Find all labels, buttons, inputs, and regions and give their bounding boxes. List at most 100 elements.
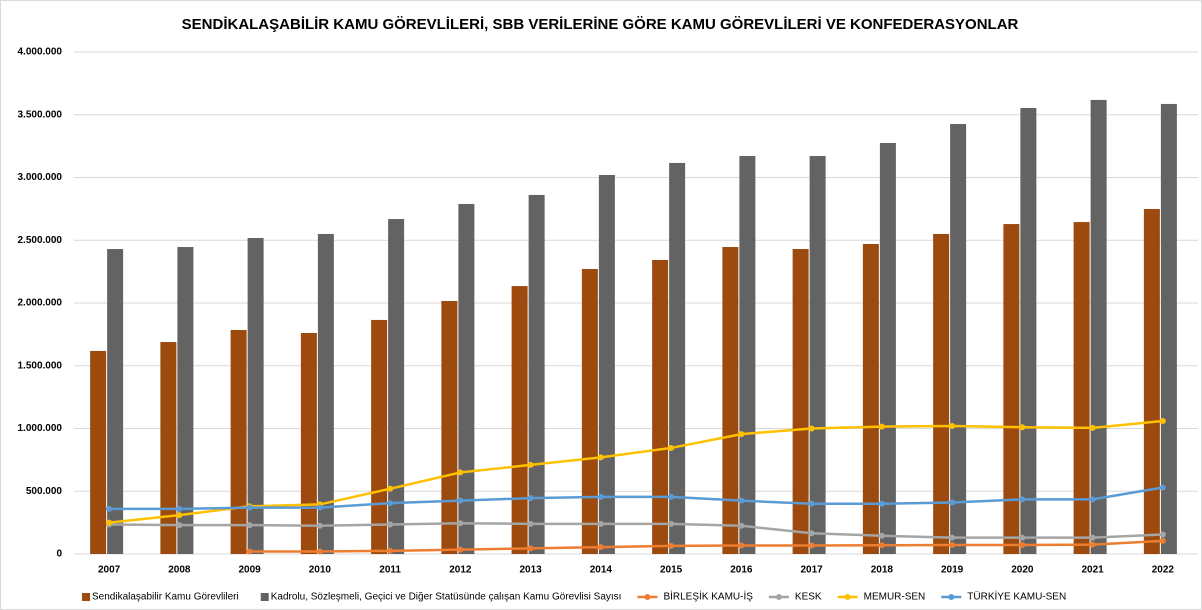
legend-label: KESK bbox=[795, 592, 822, 603]
legend-swatch bbox=[775, 594, 782, 600]
x-tick-label: 2008 bbox=[168, 565, 191, 576]
line-point bbox=[176, 512, 183, 519]
legend-label: Kadrolu, Sözleşmeli, Geçici ve Diğer Sta… bbox=[271, 592, 622, 603]
line-point bbox=[668, 520, 675, 527]
line-point bbox=[1159, 531, 1166, 538]
line-point bbox=[457, 546, 464, 553]
line-point bbox=[1019, 496, 1026, 503]
line-point bbox=[878, 500, 885, 507]
bar bbox=[388, 219, 405, 554]
bar bbox=[371, 319, 388, 554]
line-point bbox=[316, 504, 323, 511]
bar bbox=[652, 259, 669, 554]
legend-label: MEMUR-SEN bbox=[864, 592, 926, 603]
y-tick-label: 500.000 bbox=[26, 486, 63, 497]
line-point bbox=[878, 423, 885, 430]
line-point bbox=[808, 500, 815, 507]
bar bbox=[879, 142, 896, 555]
bar bbox=[511, 286, 528, 554]
line-point bbox=[668, 444, 675, 451]
line-point bbox=[597, 544, 604, 551]
line-point bbox=[808, 530, 815, 537]
bar bbox=[1090, 99, 1107, 554]
bar bbox=[458, 203, 475, 554]
legend-swatch bbox=[644, 594, 651, 600]
line-point bbox=[106, 519, 113, 526]
bar bbox=[230, 329, 247, 554]
legend-swatch bbox=[260, 593, 269, 601]
bar bbox=[1020, 107, 1037, 555]
line-point bbox=[527, 545, 534, 552]
line-point bbox=[387, 521, 394, 528]
line-point bbox=[457, 497, 464, 504]
line-point bbox=[949, 534, 956, 541]
x-tick-label: 2016 bbox=[730, 565, 753, 576]
bar bbox=[177, 247, 194, 555]
chart-title: SENDİKALAŞABİLİR KAMU GÖREVLİLERİ, SBB V… bbox=[182, 16, 1019, 33]
line-point bbox=[808, 425, 815, 432]
line-point bbox=[527, 495, 534, 502]
x-tick-label: 2021 bbox=[1082, 565, 1105, 576]
x-tick-label: 2015 bbox=[660, 565, 683, 576]
line-point bbox=[1159, 484, 1166, 491]
bar bbox=[669, 162, 686, 554]
bar bbox=[90, 350, 107, 554]
line-point bbox=[1019, 541, 1026, 548]
bar bbox=[722, 247, 739, 555]
x-tick-label: 2018 bbox=[871, 565, 894, 576]
line-point bbox=[1159, 417, 1166, 424]
y-tick-label: 1.500.000 bbox=[18, 360, 63, 371]
line-point bbox=[668, 542, 675, 549]
line-point bbox=[949, 541, 956, 548]
y-tick-label: 3.000.000 bbox=[18, 172, 63, 183]
line-point bbox=[176, 505, 183, 512]
line-point bbox=[527, 520, 534, 527]
legend-swatch bbox=[844, 594, 851, 600]
line-point bbox=[387, 547, 394, 554]
line-series bbox=[109, 522, 1163, 539]
line-point bbox=[668, 493, 675, 500]
line-series bbox=[249, 539, 1163, 553]
line-series bbox=[108, 419, 1164, 524]
y-tick-label: 3.500.000 bbox=[18, 109, 63, 120]
bar bbox=[1073, 222, 1090, 555]
y-tick-label: 2.500.000 bbox=[18, 235, 63, 246]
bar bbox=[739, 156, 756, 555]
line-point bbox=[738, 522, 745, 529]
line-point bbox=[1159, 537, 1166, 544]
legend-swatch bbox=[82, 593, 90, 601]
line-point bbox=[808, 542, 815, 549]
x-tick-label: 2011 bbox=[379, 565, 401, 576]
bar bbox=[300, 332, 317, 554]
line-point bbox=[949, 422, 956, 429]
x-tick-label: 2017 bbox=[801, 565, 824, 576]
line-point bbox=[246, 504, 253, 511]
line-point bbox=[597, 520, 604, 527]
line-point bbox=[1089, 541, 1096, 548]
bar bbox=[441, 300, 458, 554]
line-point bbox=[527, 461, 534, 468]
line-point bbox=[246, 548, 253, 555]
legend-label: Sendikalaşabilir Kamu Görevlileri bbox=[92, 592, 239, 603]
line-point bbox=[1089, 534, 1096, 541]
line-point bbox=[878, 532, 885, 539]
bar bbox=[317, 233, 334, 554]
line-point bbox=[878, 542, 885, 549]
x-tick-label: 2019 bbox=[941, 565, 964, 576]
line-point bbox=[176, 522, 183, 529]
line-point bbox=[597, 493, 604, 500]
legend-label: BİRLEŞİK KAMU-İŞ bbox=[663, 590, 753, 603]
line-point bbox=[387, 500, 394, 507]
x-tick-label: 2014 bbox=[590, 565, 613, 576]
bar bbox=[107, 249, 124, 554]
line-point bbox=[387, 485, 394, 492]
y-tick-label: 2.000.000 bbox=[18, 298, 63, 309]
bar bbox=[1160, 103, 1177, 554]
bar bbox=[1143, 209, 1160, 555]
line-point bbox=[316, 548, 323, 555]
line-point bbox=[738, 497, 745, 504]
line-point bbox=[316, 522, 323, 529]
bar bbox=[792, 249, 809, 554]
legend-label: TÜRKİYE KAMU-SEN bbox=[967, 590, 1066, 603]
